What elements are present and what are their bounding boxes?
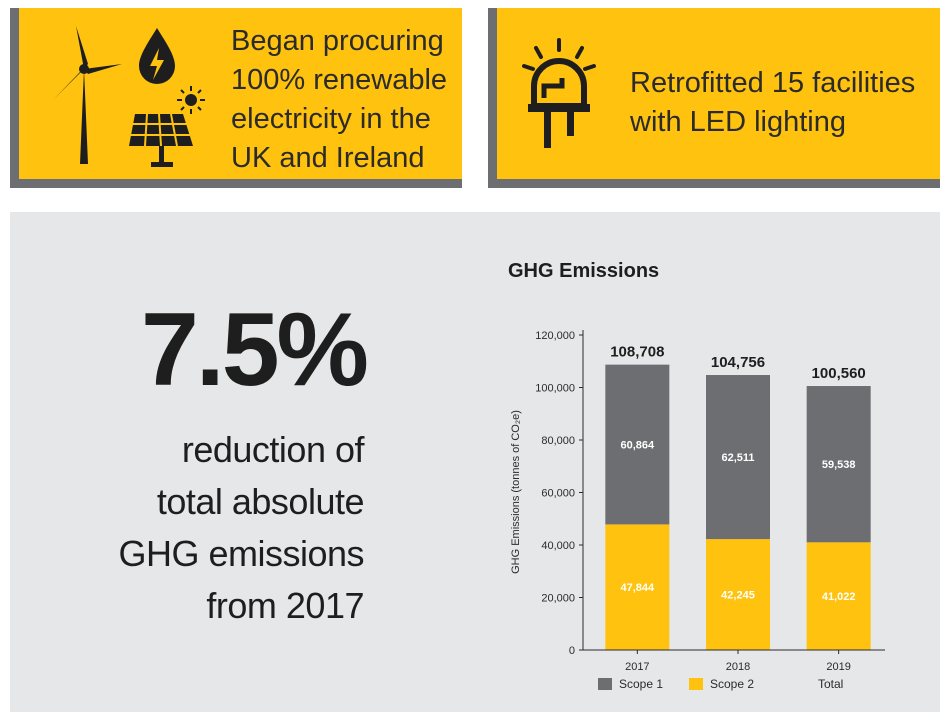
bars: 47,844 60,864 108,708 42,245 62,511 104,756 41…	[605, 344, 871, 650]
scope1-data-label: 59,538	[822, 459, 856, 471]
y-tick-label: 120,000	[535, 330, 575, 342]
bar-scope2	[806, 542, 871, 650]
ghg-emissions-chart: GHG Emissions GHG Emissions (tonnes of C…	[508, 260, 885, 691]
bar-scope1	[706, 375, 770, 540]
y-tick-label: 0	[569, 645, 575, 657]
y-tick-label: 60,000	[541, 488, 575, 500]
bar-scope2	[706, 539, 770, 650]
scope2-data-label: 42,245	[721, 590, 755, 602]
y-tick-label: 100,000	[535, 383, 575, 395]
scope1-data-label: 62,511	[721, 452, 754, 464]
x-axis: 2017 2018 2019	[583, 649, 885, 673]
solar-panel-icon	[129, 113, 193, 167]
emissions-panel: 7.5% reduction of total absolute GHG emi…	[10, 212, 940, 712]
bar-scope1	[605, 364, 670, 525]
y-tick-label: 40,000	[541, 540, 575, 552]
sun-icon	[177, 86, 205, 114]
legend: Scope 1 Scope 2 Total	[598, 677, 843, 691]
reduction-line: total absolute	[156, 481, 365, 522]
legend-swatch	[689, 678, 703, 690]
led-text: Retrofitted 15 facilities with LED light…	[630, 64, 940, 142]
y-tick-label: 80,000	[541, 435, 575, 447]
led-line: Retrofitted 15 facilities	[630, 67, 916, 99]
legend-label: Total	[818, 677, 843, 691]
bar-scope2	[605, 524, 670, 650]
renewable-line: UK and Ireland	[231, 142, 425, 174]
led-line: with LED lighting	[630, 106, 846, 138]
y-tick-label: 20,000	[541, 593, 575, 605]
scope2-data-label: 41,022	[822, 591, 856, 603]
x-tick-label: 2018	[726, 661, 750, 673]
y-axis: 0 20,000 40,000 60,000 80,000 100,000 120,000	[535, 330, 584, 657]
bar-scope1	[806, 386, 871, 543]
legend-label: Scope 1	[619, 677, 663, 691]
power-drop-icon	[139, 28, 175, 84]
legend-label: Scope 2	[710, 677, 754, 691]
reduction-line: from 2017	[206, 585, 364, 626]
reduction-line: reduction of	[181, 429, 365, 470]
scope2-data-label: 47,844	[621, 582, 656, 594]
total-data-label: 108,708	[610, 344, 664, 361]
scope1-data-label: 60,864	[621, 440, 656, 452]
reduction-percentage: 7.5%	[140, 292, 369, 408]
x-tick-label: 2017	[625, 661, 649, 673]
reduction-line: GHG emissions	[118, 533, 364, 574]
wind-turbine-icon	[54, 26, 122, 164]
total-data-label: 104,756	[711, 354, 765, 371]
legend-swatch	[598, 678, 612, 690]
renewable-line: Began procuring	[231, 25, 444, 57]
total-data-label: 100,560	[812, 365, 866, 382]
renewable-line: 100% renewable	[231, 64, 448, 96]
renewable-card: Began procuring 100% renewable electrici…	[10, 8, 462, 188]
reduction-description: reduction of total absolute GHG emission…	[118, 424, 364, 632]
renewable-text: Began procuring 100% renewable electrici…	[231, 22, 466, 178]
x-tick-label: 2019	[826, 661, 850, 673]
y-axis-label: GHG Emissions (tonnes of CO₂e)	[510, 410, 522, 574]
chart-title: GHG Emissions	[508, 260, 659, 282]
led-card: Retrofitted 15 facilities with LED light…	[488, 8, 940, 188]
led-bulb-icon	[522, 38, 596, 148]
renewable-line: electricity in the	[231, 103, 431, 135]
